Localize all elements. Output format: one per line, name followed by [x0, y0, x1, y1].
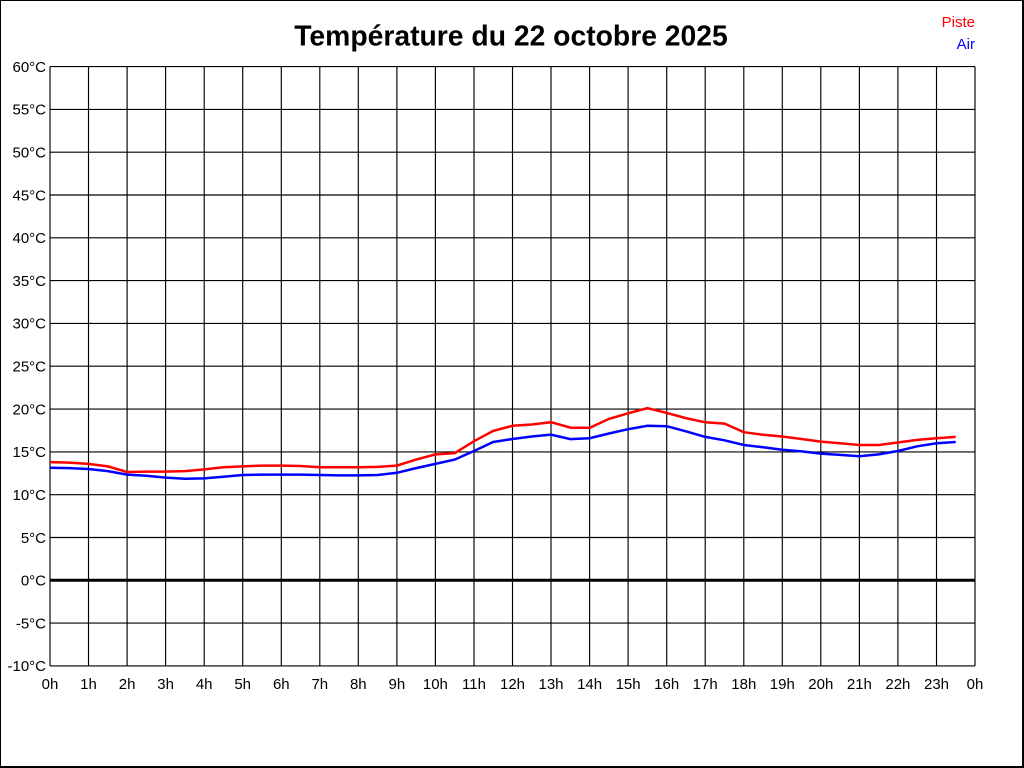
svg-text:11h: 11h	[462, 676, 486, 693]
svg-text:22h: 22h	[885, 676, 910, 693]
svg-text:13h: 13h	[538, 676, 563, 693]
svg-text:0h: 0h	[42, 676, 59, 693]
svg-text:3h: 3h	[157, 676, 174, 693]
svg-text:35°C: 35°C	[12, 273, 46, 290]
svg-text:60°C: 60°C	[12, 59, 46, 76]
svg-text:18h: 18h	[731, 676, 756, 693]
svg-text:40°C: 40°C	[12, 230, 46, 247]
svg-text:45°C: 45°C	[12, 187, 46, 204]
svg-text:4h: 4h	[196, 676, 213, 693]
svg-text:20°C: 20°C	[12, 401, 46, 418]
svg-text:Température du 22 octobre 2025: Température du 22 octobre 2025	[294, 19, 728, 51]
svg-text:0h: 0h	[967, 676, 984, 693]
svg-text:5°C: 5°C	[21, 530, 46, 547]
svg-text:5h: 5h	[234, 676, 251, 693]
svg-text:30°C: 30°C	[12, 316, 46, 333]
svg-text:9h: 9h	[389, 676, 406, 693]
svg-text:Piste: Piste	[942, 14, 975, 31]
svg-text:1h: 1h	[80, 676, 97, 693]
svg-text:-10°C: -10°C	[7, 658, 46, 675]
svg-text:20h: 20h	[808, 676, 833, 693]
svg-text:19h: 19h	[770, 676, 795, 693]
svg-text:16h: 16h	[654, 676, 679, 693]
svg-text:10h: 10h	[423, 676, 448, 693]
svg-text:7h: 7h	[311, 676, 328, 693]
svg-text:8h: 8h	[350, 676, 367, 693]
svg-text:17h: 17h	[693, 676, 718, 693]
svg-text:14h: 14h	[577, 676, 602, 693]
svg-text:-5°C: -5°C	[16, 615, 46, 632]
svg-text:15°C: 15°C	[12, 444, 46, 461]
svg-text:15h: 15h	[616, 676, 641, 693]
svg-text:Air: Air	[957, 36, 975, 53]
svg-text:25°C: 25°C	[12, 359, 46, 376]
svg-text:55°C: 55°C	[12, 102, 46, 119]
svg-text:21h: 21h	[847, 676, 872, 693]
svg-text:50°C: 50°C	[12, 145, 46, 162]
svg-text:10°C: 10°C	[12, 487, 46, 504]
svg-text:23h: 23h	[924, 676, 949, 693]
svg-text:12h: 12h	[500, 676, 525, 693]
svg-text:0°C: 0°C	[21, 573, 46, 590]
svg-text:2h: 2h	[119, 676, 136, 693]
svg-text:6h: 6h	[273, 676, 290, 693]
